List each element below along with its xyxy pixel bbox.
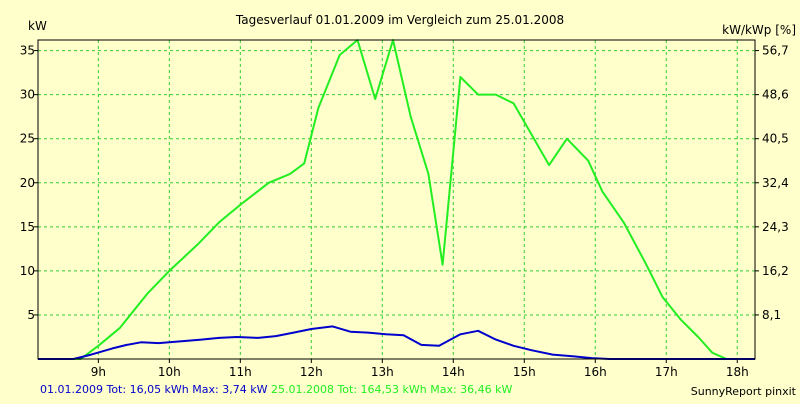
y-tick-label-left: 20 (20, 176, 35, 190)
series-line-01-01-2009 (38, 325, 755, 360)
x-tick-label: 18h (726, 365, 749, 379)
x-tick-label: 17h (655, 365, 678, 379)
x-tick-label: 15h (513, 365, 536, 379)
y-tick-label-right: 32,4 (762, 176, 789, 190)
x-tick-label: 14h (442, 365, 465, 379)
grid-layer (38, 40, 755, 359)
y-tick-label-left: 25 (20, 132, 35, 146)
y-tick-label-right: 40,5 (762, 132, 789, 146)
y-tick-label-left: 10 (20, 264, 35, 278)
series-line-25-01-2008 (38, 39, 755, 360)
y-tick-label-right: 48,6 (762, 88, 789, 102)
x-tick-label: 16h (584, 365, 607, 379)
y-tick-label-right: 8,1 (762, 308, 781, 322)
legend: 01.01.2009 Tot: 16,05 kWh Max: 3,74 kW 2… (40, 383, 513, 396)
y-tick-label-right: 24,3 (762, 220, 789, 234)
tick-labels: 9h 10h 11h 12h 13h 14h 15h 16h 17h 18h 5 8,1 10 16,2 1… (20, 44, 789, 379)
y-tick-label-right: 56,7 (762, 44, 789, 58)
y-tick-label-left: 30 (20, 88, 35, 102)
x-tick-label: 11h (229, 365, 252, 379)
legend-entry: 25.01.2008 Tot: 164,53 kWh Max: 36,46 kW (267, 383, 512, 396)
y-axis-label-right: kW/kWp [%] (722, 23, 796, 37)
x-tick-label: 12h (300, 365, 323, 379)
y-tick-label-left: 15 (20, 220, 35, 234)
chart-title: Tagesverlauf 01.01.2009 im Vergleich zum… (235, 13, 564, 27)
y-tick-label-right: 16,2 (762, 264, 789, 278)
axis-layer (34, 39, 759, 363)
plot-frame (37, 39, 756, 360)
credit-text: SunnyReport pinxit (691, 385, 797, 398)
x-tick-label: 9h (91, 365, 106, 379)
series-layer (38, 39, 755, 360)
y-tick-label-left: 5 (27, 308, 35, 322)
x-tick-label: 13h (371, 365, 394, 379)
y-axis-label-left: kW (28, 19, 47, 33)
x-tick-label: 10h (158, 365, 181, 379)
legend-entry: 01.01.2009 Tot: 16,05 kWh Max: 3,74 kW (40, 383, 268, 396)
y-tick-label-left: 35 (20, 44, 35, 58)
